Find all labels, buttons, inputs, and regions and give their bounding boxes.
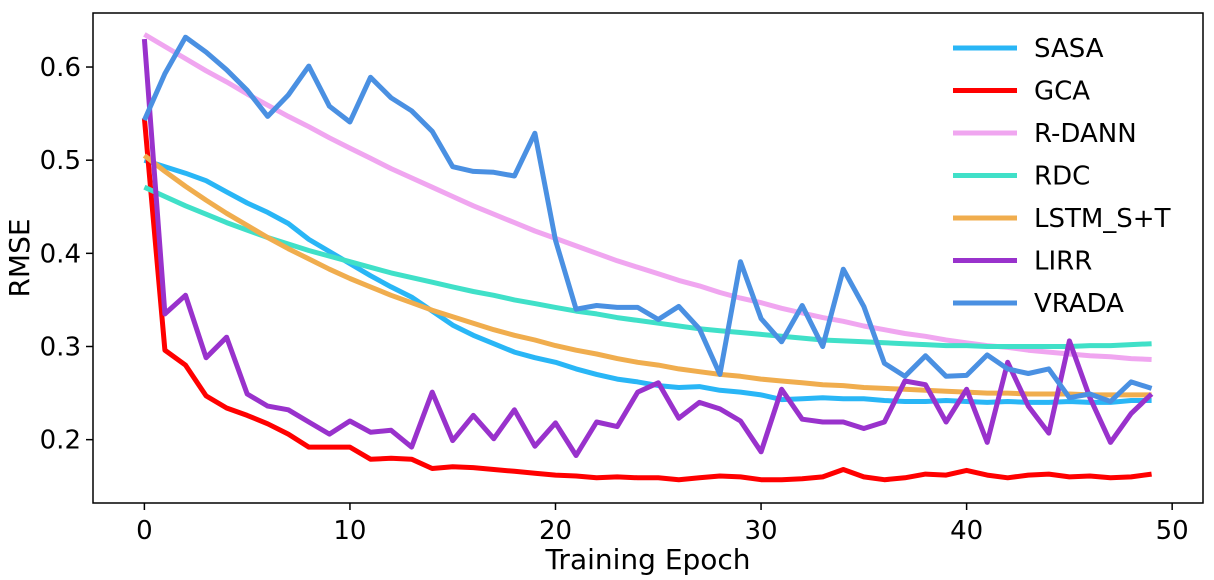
y-tick-label: 0.3 [40, 332, 81, 362]
x-tick-label: 30 [745, 516, 778, 546]
x-axis-ticks: 0 10 20 30 40 50 [136, 503, 1189, 546]
series-line-vrada [142, 34, 1153, 404]
series-line-sasa [143, 157, 1152, 405]
x-tick-label: 40 [950, 516, 983, 546]
legend-label-lstm-s-t: LSTM_S+T [1034, 204, 1171, 234]
legend-label-vrada: VRADA [1034, 289, 1124, 319]
legend-label-rdc: RDC [1034, 162, 1090, 192]
series-line-gca [141, 118, 1152, 483]
y-axis-label: RMSE [3, 218, 36, 297]
legend-label-gca: GCA [1034, 77, 1090, 107]
y-tick-label: 0.5 [40, 146, 81, 176]
y-axis-ticks: 0.2 0.3 0.4 0.5 0.6 [40, 53, 93, 456]
legend-label-lirr: LIRR [1034, 247, 1092, 277]
series-line-rdc [143, 184, 1152, 349]
plot-frame [92, 12, 1204, 504]
x-axis-label: Training Epoch [544, 543, 750, 576]
y-tick-label: 0.2 [40, 426, 81, 456]
legend: SASA GCA R-DANN RDC LSTM_S+T LIRR VRADA [953, 34, 1171, 319]
legend-label-r-dann: R-DANN [1034, 119, 1137, 149]
x-tick-label: 20 [539, 516, 572, 546]
x-tick-label: 10 [333, 516, 366, 546]
legend-label-sasa: SASA [1034, 34, 1104, 64]
x-tick-label: 50 [1156, 516, 1189, 546]
series-layer [141, 32, 1154, 483]
y-tick-label: 0.6 [40, 53, 81, 83]
y-tick-label: 0.4 [40, 239, 81, 269]
x-tick-label: 0 [136, 516, 153, 546]
series-line-lstm-s-t [142, 153, 1152, 398]
series-line-lirr [141, 38, 1154, 458]
